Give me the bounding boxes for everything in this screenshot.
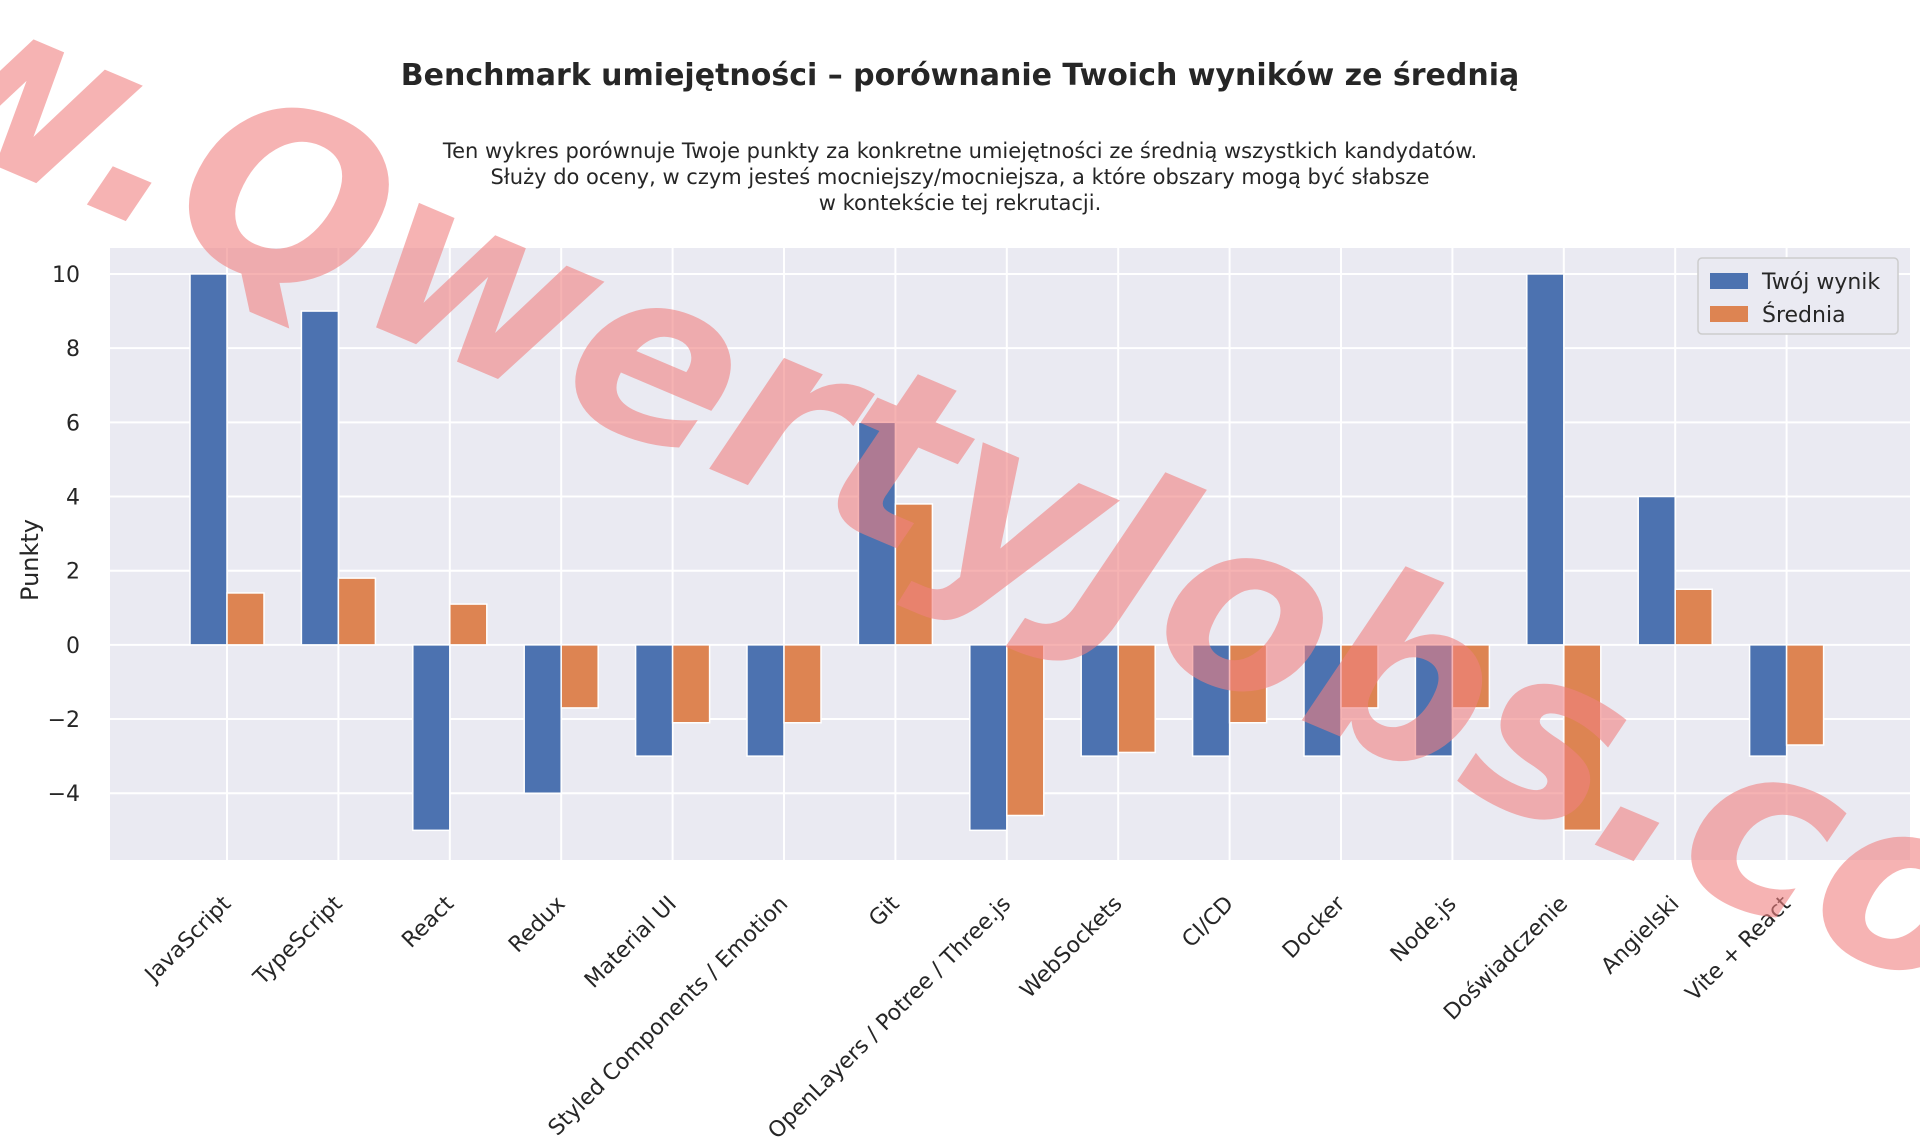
bar-average [1340, 644, 1379, 709]
legend-label: Średnia [1762, 302, 1846, 328]
bar-score [1526, 273, 1565, 646]
y-tick-label: −4 [48, 782, 80, 807]
x-tick-label: Doświadczenie [1439, 892, 1573, 1026]
bar-score [1637, 495, 1676, 646]
bar-score [1191, 644, 1231, 757]
bar-average [783, 644, 822, 724]
legend-swatch [1710, 273, 1748, 289]
y-axis-label: Punkty [16, 519, 44, 601]
y-tick-label: −2 [48, 708, 80, 733]
bar-average [449, 603, 488, 646]
bar-score [189, 273, 228, 646]
y-tick-label: 2 [66, 560, 80, 585]
bar-average [560, 644, 599, 709]
x-tick-label: JavaScript [139, 891, 236, 988]
bar-score [857, 421, 897, 646]
x-tick-label: OpenLayers / Potree / Three.js [764, 892, 1017, 1145]
y-tick-label: 6 [66, 411, 80, 436]
bar-average [1563, 644, 1602, 832]
legend-label: Twój wynik [1761, 270, 1880, 295]
x-tick-labels: JavaScript TypeScript React Redux Material U… [139, 891, 1796, 1144]
legend-swatch [1710, 306, 1748, 322]
y-tick-label: 0 [66, 634, 80, 659]
x-tick-label: Redux [504, 892, 570, 958]
bar-average [894, 503, 934, 646]
bar-score [300, 310, 340, 646]
x-tick-label: TypeScript [248, 891, 347, 990]
bar-average [1451, 644, 1491, 709]
y-tick-label: 4 [66, 486, 80, 511]
bar-score [1303, 644, 1342, 757]
x-tick-label: Styled Components / Emotion [544, 892, 793, 1141]
bar-average [1006, 644, 1045, 817]
y-tick-labels: −4 −2 0 2 4 6 8 10 [48, 263, 80, 807]
bar-score [1414, 644, 1454, 757]
bar-score [1080, 644, 1119, 757]
bar-score [1748, 644, 1788, 757]
bar-average [337, 577, 377, 646]
x-tick-label: CI/CD [1178, 892, 1239, 953]
chart-title: Benchmark umiejętności – porównanie Twoi… [400, 58, 1520, 93]
bar-average [226, 592, 265, 646]
x-tick-label: Docker [1278, 891, 1351, 964]
bar-average [1228, 644, 1268, 724]
bar-score [634, 644, 674, 757]
bar-score [969, 644, 1008, 832]
bar-score [746, 644, 785, 757]
x-tick-label: React [397, 891, 459, 953]
bars [189, 273, 1825, 832]
bar-score [523, 644, 562, 794]
x-tick-label: Node.js [1386, 892, 1462, 968]
bar-average [1674, 588, 1713, 646]
bar-average [671, 644, 711, 724]
x-tick-label: Git [864, 891, 904, 931]
x-tick-label: WebSockets [1016, 892, 1128, 1004]
y-tick-label: 10 [52, 263, 80, 288]
bar-score [412, 644, 451, 832]
chart-subtitle: Ten wykres porównuje Twoje punkty za kon… [442, 139, 1478, 215]
x-tick-label: Material UI [580, 892, 682, 994]
bar-average [1117, 644, 1156, 754]
bar-average [1785, 644, 1825, 746]
y-tick-label: 8 [66, 337, 80, 362]
legend: Twój wynik Średnia [1697, 257, 1899, 335]
